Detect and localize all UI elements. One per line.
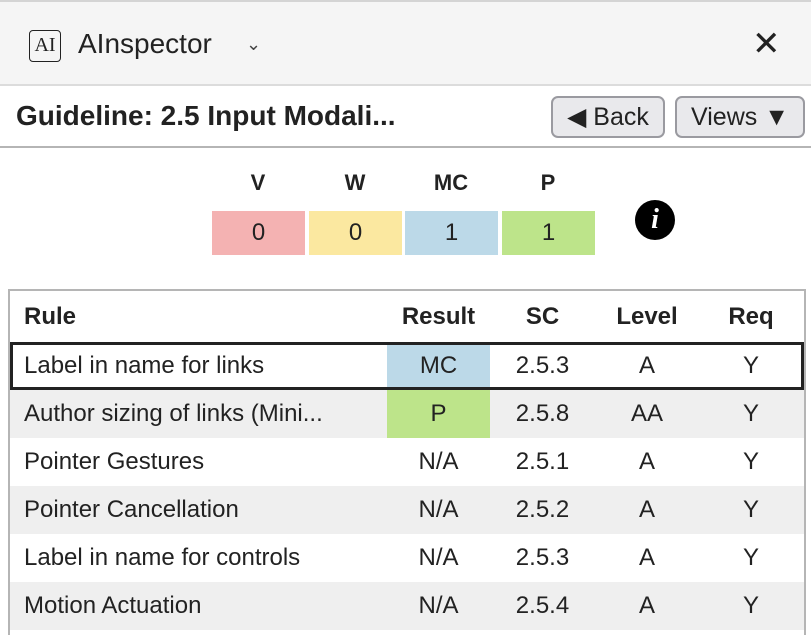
column-header-rule[interactable]: Rule [24, 303, 77, 330]
column-header-level[interactable]: Level [616, 303, 678, 330]
rule-cell: Pointer Gestures [24, 448, 205, 475]
sc-cell: 2.5.4 [515, 592, 570, 619]
req-cell: Y [742, 592, 759, 619]
column-header-req[interactable]: Req [728, 303, 774, 330]
rule-cell: Motion Actuation [24, 592, 202, 619]
close-icon[interactable]: ✕ [752, 25, 781, 63]
result-cell: P [387, 390, 490, 438]
req-cell: Y [742, 544, 759, 571]
req-cell: Y [742, 400, 759, 427]
result-cell: N/A [418, 496, 459, 523]
req-cell: Y [742, 448, 759, 475]
rule-cell: Author sizing of links (Mini... [24, 400, 323, 427]
result-cell: N/A [418, 592, 459, 619]
sc-cell: 2.5.3 [515, 544, 570, 571]
table-row[interactable]: Pointer Gestures N/A 2.5.1 A Y [10, 438, 804, 486]
sc-cell: 2.5.3 [515, 352, 570, 379]
result-cell: N/A [418, 544, 459, 571]
table-header-row: Rule Result SC Level Req [10, 291, 804, 342]
sc-cell: 2.5.2 [515, 496, 570, 523]
level-cell: A [638, 448, 655, 475]
req-cell: Y [742, 352, 759, 379]
summary-label-p: P [540, 170, 556, 195]
summary-count-mc: 1 [405, 211, 498, 255]
level-cell: AA [630, 400, 663, 427]
app-title[interactable]: AInspector [78, 28, 212, 59]
table-row[interactable]: Author sizing of links (Mini... P 2.5.8 AA Y [10, 390, 804, 438]
summary-label-w: W [344, 170, 366, 195]
result-cell: MC [387, 345, 490, 387]
column-header-result[interactable]: Result [401, 303, 476, 330]
level-cell: A [638, 496, 655, 523]
table-row[interactable]: Label in name for links MC 2.5.3 A Y [10, 342, 804, 390]
level-cell: A [638, 544, 655, 571]
summary-count-w: 0 [309, 211, 402, 255]
level-cell: A [638, 592, 655, 619]
sidebar-header: AI AInspector ⌄ ✕ [0, 0, 811, 86]
summary-count-p: 1 [502, 211, 595, 255]
req-cell: Y [742, 496, 759, 523]
ainspector-logo-icon: AI [29, 30, 61, 62]
guideline-header: Guideline: 2.5 Input Modali... ◀ Back Vi… [0, 86, 811, 148]
page-title: Guideline: 2.5 Input Modali... [16, 100, 396, 131]
sc-cell: 2.5.8 [515, 400, 570, 427]
summary-label-v: V [250, 170, 266, 195]
table-row[interactable]: Pointer Cancellation N/A 2.5.2 A Y [10, 486, 804, 534]
level-cell: A [638, 352, 655, 379]
rules-table: Rule Result SC Level Req Label in name f… [8, 289, 806, 635]
rule-cell: Label in name for links [24, 352, 265, 379]
info-icon[interactable]: i [635, 200, 675, 240]
rule-cell: Pointer Cancellation [24, 496, 239, 523]
table-row[interactable]: Motion Actuation N/A 2.5.4 A Y [10, 582, 804, 630]
summary-label-mc: MC [433, 170, 469, 195]
sc-cell: 2.5.1 [515, 448, 570, 475]
chevron-down-icon[interactable]: ⌄ [246, 34, 262, 54]
views-button[interactable]: Views ▼ [675, 96, 805, 138]
result-cell: N/A [418, 448, 459, 475]
table-row[interactable]: Label in name for controls N/A 2.5.3 A Y [10, 534, 804, 582]
summary-count-v: 0 [212, 211, 305, 255]
back-button[interactable]: ◀ Back [551, 96, 665, 138]
rule-cell: Label in name for controls [24, 544, 301, 571]
column-header-sc[interactable]: SC [525, 303, 560, 330]
